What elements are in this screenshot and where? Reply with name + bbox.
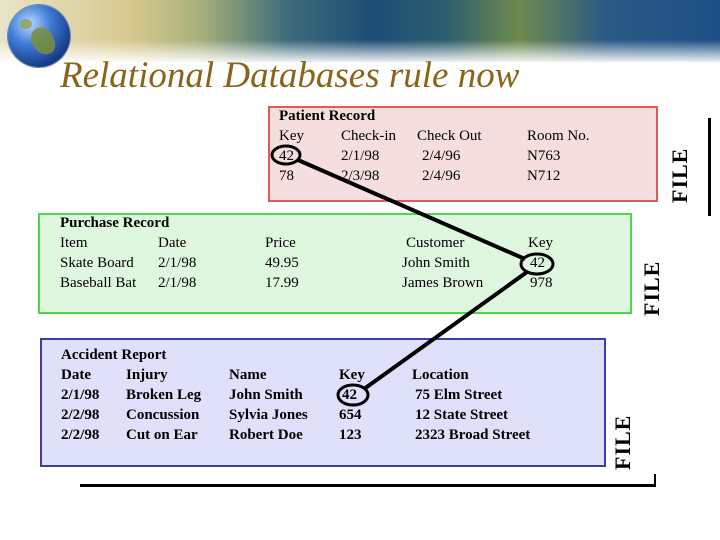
purchase-header-customer: Customer	[406, 235, 465, 251]
purchase-record-panel: Purchase Record Item Date Price Customer…	[38, 213, 632, 314]
banner-fade	[0, 40, 720, 64]
purchase-record-title: Purchase Record	[60, 215, 170, 231]
purchase-header-date: Date	[158, 235, 187, 251]
accident-header-location: Location	[412, 367, 469, 383]
patient-row-2-room: N712	[527, 168, 561, 184]
patient-row-1-room: N763	[527, 148, 561, 164]
purchase-row-1-date: 2/1/98	[158, 255, 197, 271]
globe-logo-icon	[8, 5, 70, 67]
accident-row-2-key: 654	[339, 407, 362, 423]
purchase-row-1-price: 49.95	[265, 255, 299, 271]
accident-row-1-injury: Broken Leg	[126, 387, 202, 403]
purchase-row-1-customer: John Smith	[402, 255, 470, 271]
file-bracket-patient	[708, 118, 711, 216]
purchase-row-2-date: 2/1/98	[158, 275, 197, 291]
accident-header-name: Name	[229, 367, 267, 383]
accident-row-3-key: 123	[339, 427, 362, 443]
patient-row-1-checkout: 2/4/96	[422, 148, 461, 164]
patient-record-panel: Patient Record Key Check-in Check Out Ro…	[268, 106, 658, 202]
purchase-row-2-item: Baseball Bat	[60, 275, 137, 291]
file-label-patient: FILE	[667, 147, 692, 203]
file-label-accident: FILE	[610, 414, 635, 470]
patient-header-key: Key	[279, 128, 304, 144]
file-label-purchase: FILE	[639, 260, 664, 316]
accident-row-2-location: 12 State Street	[415, 407, 509, 423]
purchase-row-1-key: 42	[530, 255, 545, 271]
accident-header-key: Key	[339, 367, 365, 383]
purchase-row-2-customer: James Brown	[402, 275, 484, 291]
accident-row-3-name: Robert Doe	[229, 427, 303, 443]
accident-row-2-injury: Concussion	[126, 407, 200, 423]
accident-row-1-key: 42	[342, 387, 357, 403]
patient-row-1-checkin: 2/1/98	[341, 148, 380, 164]
patient-row-2-checkin: 2/3/98	[341, 168, 380, 184]
accident-row-3-location: 2323 Broad Street	[415, 427, 531, 443]
patient-row-1-key: 42	[279, 148, 294, 164]
patient-header-checkin: Check-in	[341, 128, 396, 144]
globe-land	[27, 24, 59, 58]
accident-header-date: Date	[61, 367, 91, 383]
accident-row-2-name: Sylvia Jones	[229, 407, 308, 423]
patient-row-2-key: 78	[279, 168, 294, 184]
accident-row-1-name: John Smith	[229, 387, 303, 403]
accident-row-2-date: 2/2/98	[61, 407, 100, 423]
accident-row-1-location: 75 Elm Street	[415, 387, 503, 403]
file-bracket-bottom-tick	[654, 474, 656, 487]
purchase-header-item: Item	[60, 235, 88, 251]
accident-report-panel: Accident Report Date Injury Name Key Loc…	[40, 338, 606, 467]
patient-row-2-checkout: 2/4/96	[422, 168, 461, 184]
accident-report-title: Accident Report	[61, 347, 167, 363]
page-title: Relational Databases rule now	[60, 55, 520, 96]
globe-land	[20, 19, 32, 29]
accident-header-injury: Injury	[126, 367, 168, 383]
patient-header-checkout: Check Out	[417, 128, 482, 144]
purchase-row-2-price: 17.99	[265, 275, 299, 291]
purchase-header-key: Key	[528, 235, 553, 251]
accident-row-3-injury: Cut on Ear	[126, 427, 198, 443]
file-bracket-bottom	[80, 484, 656, 487]
patient-record-title: Patient Record	[279, 108, 376, 124]
purchase-row-1-item: Skate Board	[60, 255, 134, 271]
purchase-row-2-key: 978	[530, 275, 553, 291]
accident-row-3-date: 2/2/98	[61, 427, 100, 443]
patient-header-room: Room No.	[527, 128, 590, 144]
purchase-header-price: Price	[265, 235, 296, 251]
accident-row-1-date: 2/1/98	[61, 387, 100, 403]
